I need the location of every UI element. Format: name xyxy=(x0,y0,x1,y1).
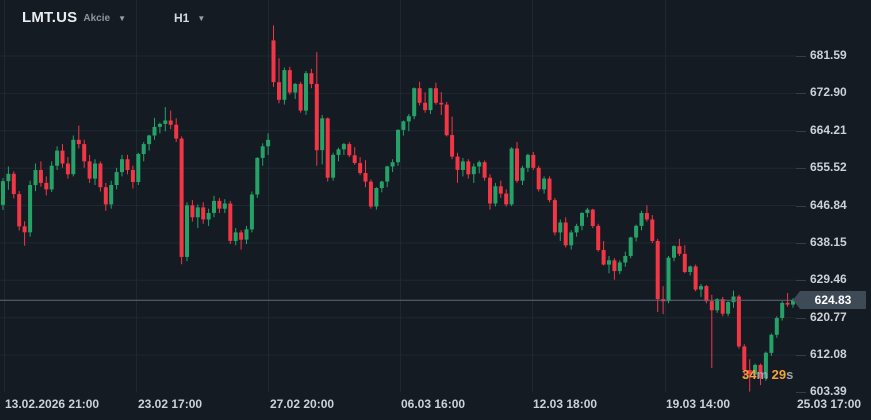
price-tick xyxy=(796,280,806,281)
price-label: 612.08 xyxy=(810,347,847,361)
price-tick xyxy=(796,318,806,319)
price-label: 655.52 xyxy=(810,160,847,174)
price-tick xyxy=(796,243,806,244)
price-label: 646.84 xyxy=(810,198,847,212)
price-tick xyxy=(796,206,806,207)
chevron-down-icon: ▼ xyxy=(118,14,126,23)
price-tick xyxy=(796,131,806,132)
asset-type-label: Akcie xyxy=(83,13,111,24)
countdown-seconds-unit: s xyxy=(786,367,794,382)
candlestick-chart[interactable] xyxy=(0,0,796,392)
time-label: 25.03 17:00 xyxy=(797,397,862,411)
time-label: 19.03 14:00 xyxy=(666,397,731,411)
countdown-seconds: 29 xyxy=(771,367,787,382)
countdown-minutes-unit: m xyxy=(756,367,769,382)
time-label: 06.03 16:00 xyxy=(401,397,466,411)
time-label: 27.02 20:00 xyxy=(270,397,335,411)
time-axis[interactable]: 13.02.2026 21:00 23.02 17:00 27.02 20:00 06… xyxy=(0,392,871,420)
chart-header: LMT.US Akcie ▼ H1 ▼ xyxy=(22,9,205,26)
price-label: 620.77 xyxy=(810,310,847,324)
candle-countdown: 34m 29s xyxy=(742,367,793,382)
time-label: 12.03 18:00 xyxy=(533,397,598,411)
price-tick xyxy=(796,355,806,356)
chevron-down-icon: ▼ xyxy=(197,14,206,23)
current-price-tag: 624.83 xyxy=(793,291,866,309)
timeframe-label: H1 xyxy=(173,10,190,25)
symbol-label: LMT.US xyxy=(22,9,78,26)
price-label: 672.90 xyxy=(810,85,847,99)
price-tick xyxy=(796,168,806,169)
price-label: 681.59 xyxy=(810,48,847,62)
price-label: 629.46 xyxy=(810,272,847,286)
price-tick xyxy=(796,56,806,57)
price-label: 638.15 xyxy=(810,235,847,249)
time-label: 23.02 17:00 xyxy=(138,397,203,411)
price-tick xyxy=(796,392,806,393)
time-label: 13.02.2026 21:00 xyxy=(5,397,100,411)
price-tick xyxy=(796,93,806,94)
price-axis[interactable]: 681.59 672.90 664.21 655.52 646.84 638.15 629.… xyxy=(796,0,871,398)
symbol-selector[interactable]: LMT.US Akcie ▼ xyxy=(22,9,126,26)
price-label: 603.39 xyxy=(810,384,847,398)
timeframe-selector[interactable]: H1 ▼ xyxy=(126,11,205,25)
price-label: 664.21 xyxy=(810,123,847,137)
countdown-minutes: 34 xyxy=(742,367,757,382)
